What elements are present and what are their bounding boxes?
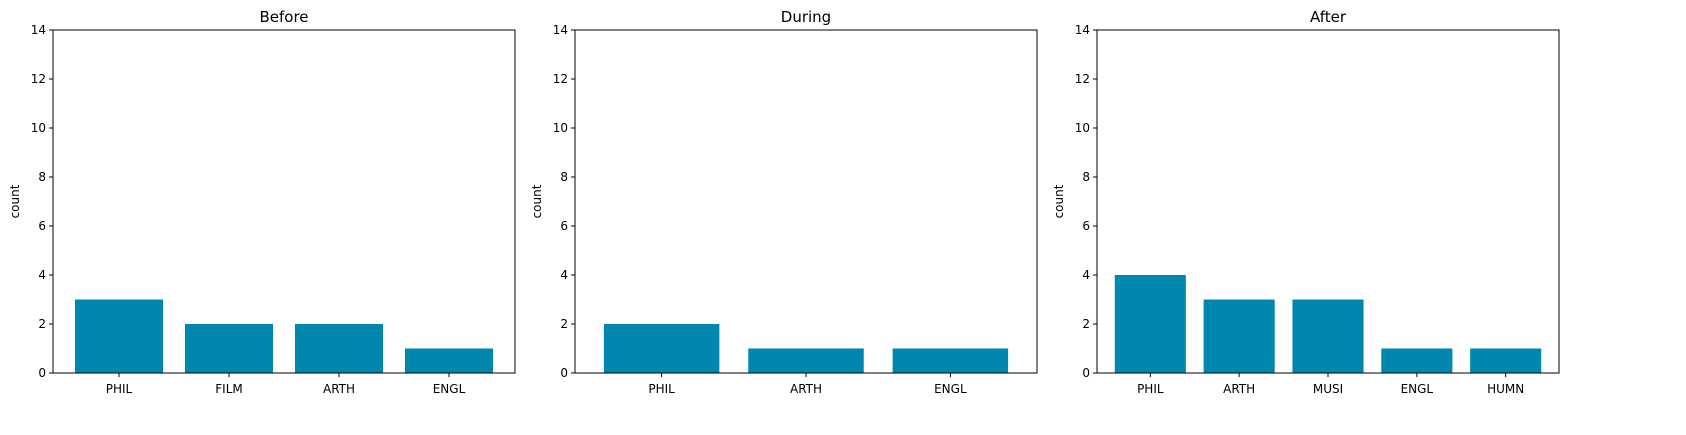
y-tick-label: 12: [1075, 72, 1090, 86]
y-tick-label: 12: [553, 72, 568, 86]
y-tick-label: 6: [38, 219, 46, 233]
bar-engl: [405, 348, 493, 373]
y-tick-label: 8: [560, 170, 568, 184]
x-tick-label: FILM: [215, 382, 242, 396]
axes-frame: [574, 29, 1038, 374]
x-tick-label: MUSI: [1313, 382, 1343, 396]
y-tick-label: 0: [560, 366, 568, 380]
y-tick-label: 2: [1082, 317, 1090, 331]
chart-title: During: [781, 8, 831, 26]
y-tick-label: 8: [38, 170, 46, 184]
y-tick-label: 14: [31, 23, 46, 37]
x-tick-label: ENGL: [1401, 382, 1434, 396]
y-tick-label: 10: [31, 121, 46, 135]
x-tick-label: PHIL: [648, 382, 675, 396]
y-tick-label: 2: [38, 317, 46, 331]
x-tick-label: ENGL: [433, 382, 466, 396]
y-tick-label: 14: [1075, 23, 1090, 37]
y-tick-label: 6: [560, 219, 568, 233]
x-tick-label: ARTH: [1223, 382, 1255, 396]
y-axis-label: count: [1052, 184, 1066, 218]
chart-panel-before: Before count 0 2 4 6 8 10 12 14 PHIL FILM ARTH ENGL: [8, 8, 516, 396]
x-tick-label: ENGL: [934, 382, 967, 396]
y-tick-label: 0: [38, 366, 46, 380]
bar-film: [185, 324, 273, 373]
chart-panel-after: After count 0 2 4 6 8 10 12 14 PHIL ARTH MUSI ENGL HUM…: [1052, 8, 1560, 396]
y-tick-label: 8: [1082, 170, 1090, 184]
y-tick-label: 2: [560, 317, 568, 331]
x-tick-label: PHIL: [106, 382, 133, 396]
y-tick-label: 12: [31, 72, 46, 86]
y-axis-label: count: [530, 184, 544, 218]
bar-arth: [295, 324, 383, 373]
bar-musi: [1292, 299, 1364, 373]
chart-title: Before: [259, 8, 308, 26]
x-tick-label: ARTH: [323, 382, 355, 396]
y-tick-label: 4: [1082, 268, 1090, 282]
bar-arth: [748, 348, 864, 373]
y-tick-label: 0: [1082, 366, 1090, 380]
bar-engl: [892, 348, 1009, 373]
bar-humn: [1470, 348, 1542, 373]
y-tick-label: 4: [560, 268, 568, 282]
y-tick-label: 6: [1082, 219, 1090, 233]
bar-arth: [1203, 299, 1275, 373]
chart-panel-during: During count 0 2 4 6 8 10 12 14 PHIL ARTH ENGL: [530, 8, 1038, 396]
x-tick-label: ARTH: [790, 382, 822, 396]
axes-frame: [52, 29, 516, 374]
y-tick-label: 10: [553, 121, 568, 135]
bar-phil: [75, 299, 163, 373]
chart-title: After: [1310, 8, 1347, 26]
y-tick-label: 14: [553, 23, 568, 37]
y-tick-label: 10: [1075, 121, 1090, 135]
y-axis-label: count: [8, 184, 22, 218]
bar-phil: [1114, 275, 1186, 373]
bar-phil: [603, 324, 720, 373]
y-tick-label: 4: [38, 268, 46, 282]
bar-engl: [1381, 348, 1453, 373]
x-tick-label: HUMN: [1487, 382, 1524, 396]
x-tick-label: PHIL: [1137, 382, 1164, 396]
axes-frame: [1096, 29, 1560, 374]
